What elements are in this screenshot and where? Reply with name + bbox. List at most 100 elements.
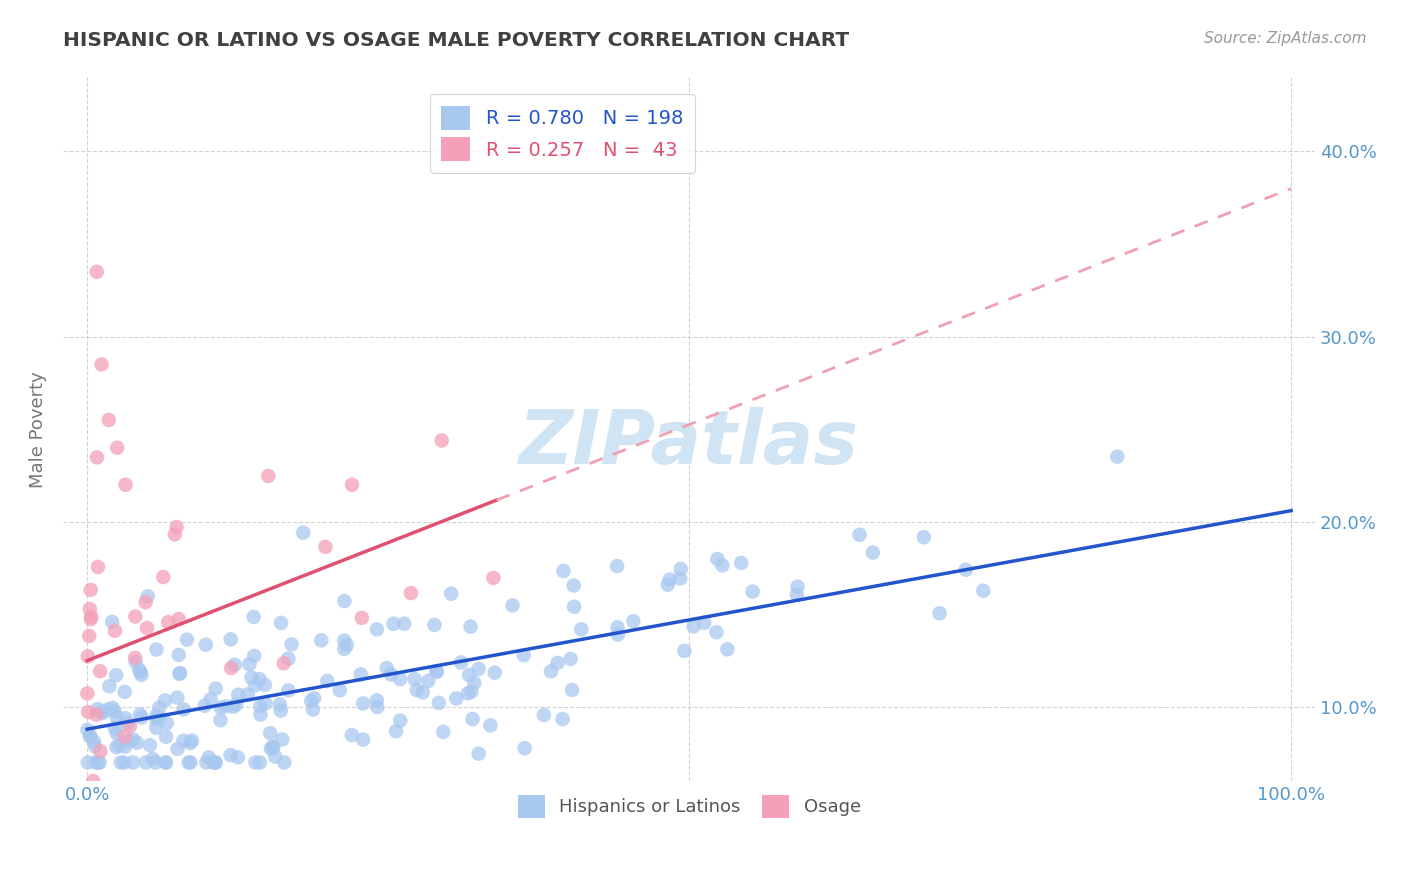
Point [380, 667, 402, 681]
Point [912, 530, 935, 544]
Point [423, 618, 446, 632]
Point [77, 756, 100, 770]
Point [163, 527, 186, 541]
Point [562, 578, 585, 592]
Point [333, 633, 356, 648]
Point [457, 686, 479, 700]
Point [97, 792, 120, 806]
Point [280, 637, 302, 651]
Point [245, 756, 267, 770]
Point [114, 739, 136, 754]
Point [561, 683, 583, 698]
Point [269, 698, 291, 712]
Point [131, 668, 153, 682]
Point [657, 578, 679, 592]
Point [76, 723, 98, 737]
Point [105, 740, 128, 755]
Point [114, 477, 136, 491]
Point [108, 739, 131, 753]
Point [426, 664, 449, 678]
Point [83, 735, 105, 749]
Point [340, 477, 363, 491]
Point [366, 693, 388, 707]
Point [972, 583, 994, 598]
Point [80, 612, 103, 626]
Point [706, 625, 728, 640]
Point [172, 733, 194, 747]
Point [262, 740, 284, 755]
Point [105, 441, 128, 455]
Point [89, 744, 111, 758]
Point [80, 609, 103, 624]
Point [432, 725, 454, 739]
Point [225, 698, 247, 712]
Point [249, 756, 271, 770]
Point [243, 678, 266, 692]
Point [79, 602, 101, 616]
Point [79, 730, 101, 744]
Point [928, 607, 950, 621]
Point [730, 556, 752, 570]
Point [336, 638, 359, 652]
Point [89, 756, 111, 770]
Point [148, 700, 170, 714]
Point [129, 665, 152, 680]
Point [350, 611, 373, 625]
Point [333, 641, 356, 656]
Point [440, 587, 463, 601]
Point [181, 733, 204, 747]
Point [467, 662, 489, 676]
Point [352, 732, 374, 747]
Point [249, 707, 271, 722]
Point [142, 752, 165, 766]
Point [385, 724, 408, 739]
Point [86, 783, 108, 797]
Point [292, 525, 315, 540]
Point [197, 750, 219, 764]
Point [569, 623, 592, 637]
Point [79, 729, 101, 743]
Point [412, 685, 434, 699]
Point [205, 756, 228, 770]
Point [716, 642, 738, 657]
Point [114, 685, 136, 699]
Point [264, 749, 287, 764]
Point [86, 265, 108, 279]
Point [658, 573, 681, 587]
Point [302, 702, 325, 716]
Point [194, 698, 217, 713]
Point [446, 691, 468, 706]
Point [513, 648, 536, 663]
Point [848, 528, 870, 542]
Point [167, 648, 190, 662]
Point [104, 624, 127, 638]
Point [669, 562, 692, 576]
Y-axis label: Male Poverty: Male Poverty [30, 371, 46, 488]
Point [166, 520, 188, 534]
Point [224, 657, 246, 672]
Point [145, 642, 167, 657]
Point [277, 683, 299, 698]
Point [249, 699, 271, 714]
Point [118, 734, 141, 748]
Point [131, 710, 153, 724]
Point [105, 668, 128, 682]
Point [389, 714, 412, 728]
Point [460, 620, 482, 634]
Point [169, 665, 191, 680]
Point [862, 546, 884, 560]
Point [200, 692, 222, 706]
Point [125, 655, 148, 669]
Point [553, 564, 575, 578]
Point [155, 730, 177, 744]
Point [128, 663, 150, 677]
Point [77, 629, 100, 643]
Point [145, 721, 167, 735]
Text: Source: ZipAtlas.com: Source: ZipAtlas.com [1204, 31, 1367, 46]
Point [167, 612, 190, 626]
Point [606, 627, 628, 641]
Point [215, 699, 238, 714]
Point [226, 688, 249, 702]
Point [118, 719, 141, 733]
Point [226, 750, 249, 764]
